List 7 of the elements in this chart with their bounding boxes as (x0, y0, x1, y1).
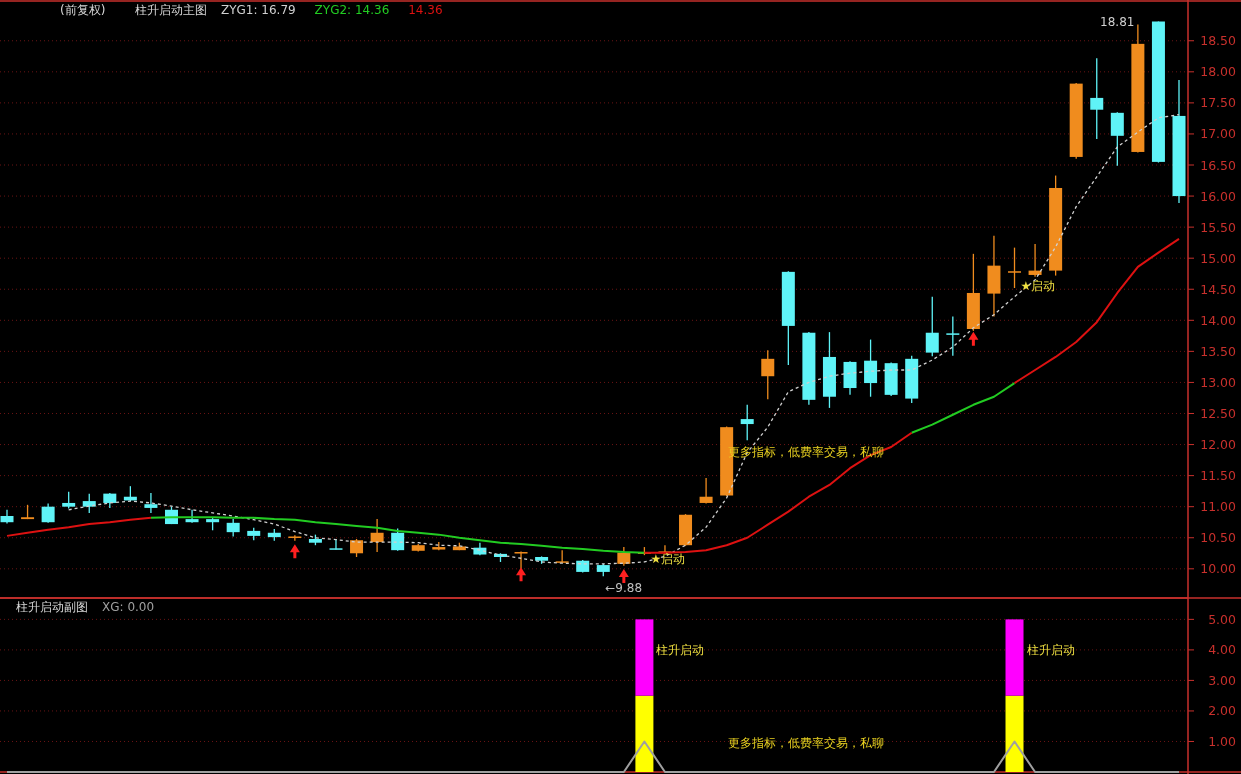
chart-title: 柱升启动副图 (16, 600, 88, 614)
text: ZYG1: 16.79 (221, 3, 296, 17)
chart-subtitle: (前复权) (60, 3, 106, 17)
text: ZYG2: 14.36 (314, 3, 390, 17)
chart-title: 柱升启动主图 (135, 3, 207, 17)
text: 14.36 (408, 3, 443, 17)
text: XG: 0.00 (102, 600, 155, 614)
